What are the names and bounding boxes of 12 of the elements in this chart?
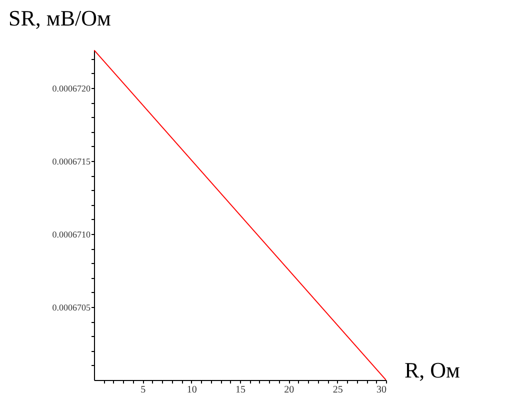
y-tick-label: 0.0006715 bbox=[52, 156, 91, 166]
x-axis-title: R, Ом bbox=[404, 358, 460, 382]
y-tick-label: 0.0006705 bbox=[52, 302, 91, 312]
x-tick-label: 20 bbox=[284, 384, 294, 396]
y-tick-label: 0.0006710 bbox=[52, 229, 91, 240]
x-tick-label: 10 bbox=[186, 384, 197, 396]
x-tick-label: 15 bbox=[236, 384, 246, 396]
x-tick-label: 5 bbox=[140, 384, 146, 396]
x-tick-label: 25 bbox=[332, 384, 343, 396]
x-tick-label: 30 bbox=[376, 384, 386, 396]
y-axis-title: SR, мВ/Ом bbox=[8, 6, 112, 30]
y-tick-label: 0.0006720 bbox=[52, 83, 91, 94]
